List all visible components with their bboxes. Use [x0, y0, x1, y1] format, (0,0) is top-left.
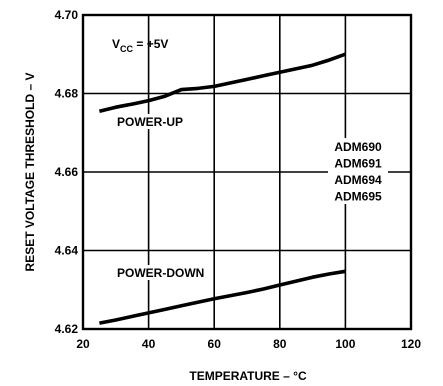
y-tick-label: 4.62 — [55, 322, 79, 336]
plot-frame — [81, 13, 413, 331]
device-list: ADM690 ADM691 ADM694 ADM695 — [334, 140, 382, 204]
x-tick-label: 60 — [208, 337, 222, 351]
vcc-subscript: CC — [120, 44, 133, 54]
y-tick-label: 4.68 — [55, 87, 79, 101]
y-tick-label: 4.66 — [55, 165, 79, 179]
device-name: ADM691 — [334, 157, 382, 171]
vcc-suffix: = +5V — [133, 37, 168, 51]
vcc-condition-label: VCC = +5V — [112, 37, 168, 54]
power-up-label-backdrop — [114, 114, 190, 129]
power-up-line — [98, 52, 347, 113]
power-down-line — [99, 269, 346, 325]
x-tick-label: 80 — [273, 337, 287, 351]
vcc-prefix: V — [112, 37, 120, 51]
series-lines — [98, 52, 347, 325]
x-tick-label: 40 — [142, 337, 156, 351]
grid-lines — [83, 15, 411, 329]
y-tick-label: 4.64 — [55, 244, 79, 258]
y-tick-label: 4.70 — [55, 8, 79, 22]
tick-labels: 20 40 60 80 100 120 4.62 4.64 4.66 4.68 4.70 — [55, 8, 422, 351]
device-name: ADM690 — [334, 140, 382, 154]
device-list-backdrop — [328, 138, 388, 204]
x-axis-title: TEMPERATURE – °C — [189, 369, 307, 383]
power-down-label: POWER-DOWN — [117, 266, 204, 280]
x-tick-label: 120 — [401, 337, 421, 351]
device-name: ADM694 — [334, 173, 382, 187]
x-tick-label: 100 — [335, 337, 355, 351]
device-name: ADM695 — [334, 190, 382, 204]
power-up-label: POWER-UP — [117, 115, 183, 129]
power-down-label-backdrop — [114, 265, 208, 280]
y-axis-title: RESET VOLTAGE THRESHOLD – V — [23, 73, 37, 272]
x-tick-label: 20 — [76, 337, 90, 351]
